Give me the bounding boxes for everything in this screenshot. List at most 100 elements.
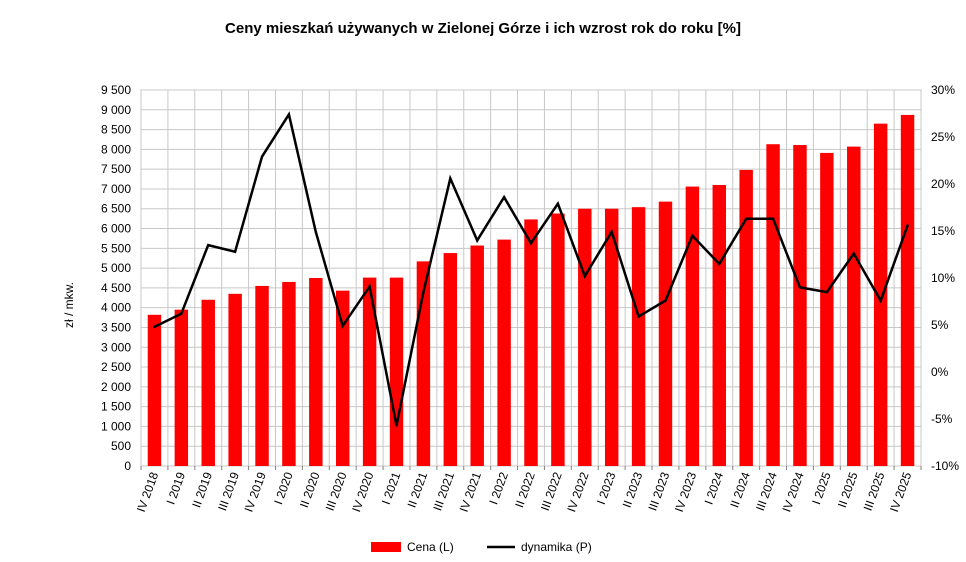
y2-tick-label: 5% xyxy=(931,318,949,332)
x-tick-label: I 2023 xyxy=(594,470,619,506)
bar xyxy=(389,277,404,466)
x-tick-label: II 2025 xyxy=(835,470,861,510)
bar xyxy=(282,281,296,466)
y-tick-label: 8 000 xyxy=(101,142,131,156)
x-tick-label: I 2020 xyxy=(271,470,296,506)
x-tick-label: IV 2025 xyxy=(887,470,914,514)
line-point xyxy=(476,239,479,242)
line-point xyxy=(260,155,264,158)
bar xyxy=(793,145,807,466)
line-point xyxy=(664,299,667,302)
bar xyxy=(228,293,242,466)
x-tick-label: III 2019 xyxy=(215,470,242,513)
legend-swatch-bar xyxy=(371,542,401,552)
x-tick-label: I 2025 xyxy=(809,470,834,506)
line-point xyxy=(852,252,855,255)
x-tick-label: II 2020 xyxy=(297,470,323,510)
y-tick-label: 9 500 xyxy=(101,83,131,97)
line-point xyxy=(556,202,560,205)
x-tick-label: IV 2021 xyxy=(457,470,484,514)
x-tick-label: I 2021 xyxy=(379,470,404,506)
line-point xyxy=(771,217,775,220)
bar xyxy=(604,208,619,466)
y2-tick-label: 20% xyxy=(931,177,955,191)
x-tick-label: III 2023 xyxy=(645,470,672,513)
line-point xyxy=(825,290,829,294)
y2-tick-label: -5% xyxy=(931,412,953,426)
x-tick-label: II 2023 xyxy=(620,470,646,510)
x-tick-label: I 2019 xyxy=(164,470,189,506)
line-point xyxy=(233,250,237,253)
bar xyxy=(362,277,377,466)
y-tick-label: 0 xyxy=(124,459,131,473)
bar xyxy=(658,201,673,467)
y2-tick-label: 25% xyxy=(931,130,955,144)
bar xyxy=(255,285,269,466)
line-point xyxy=(449,177,452,180)
y-tick-label: 4 000 xyxy=(101,301,131,315)
x-tick-label: III 2020 xyxy=(323,470,350,513)
bar xyxy=(739,169,753,467)
bar xyxy=(497,239,511,466)
x-tick-label: IV 2024 xyxy=(779,470,806,514)
x-tick-label: III 2022 xyxy=(538,470,565,513)
y-tick-label: 500 xyxy=(111,439,131,453)
x-tick-label: IV 2023 xyxy=(672,470,699,514)
line-point xyxy=(529,242,533,245)
line-point xyxy=(287,113,291,116)
y-tick-label: 7 500 xyxy=(101,162,131,176)
line-point xyxy=(341,324,344,328)
y-tick-label: 9 000 xyxy=(101,103,131,117)
x-tick-label: II 2019 xyxy=(189,470,215,510)
bar xyxy=(174,309,189,466)
line-point xyxy=(906,224,909,227)
x-tick-label: IV 2022 xyxy=(564,470,591,514)
bar xyxy=(766,144,780,467)
y2-tick-label: 30% xyxy=(931,83,955,97)
y2-tick-label: 0% xyxy=(931,365,949,379)
y-tick-label: 7 000 xyxy=(101,182,131,196)
bar xyxy=(873,123,888,467)
bar xyxy=(551,213,565,466)
bar xyxy=(309,278,323,466)
line-point xyxy=(718,262,721,266)
x-tick-label: I 2024 xyxy=(702,470,727,506)
x-tick-label: II 2021 xyxy=(405,470,431,510)
legend-label-line: dynamika (P) xyxy=(521,540,592,554)
line-point xyxy=(180,312,183,315)
y-tick-label: 8 500 xyxy=(101,123,131,137)
y2-tick-label: 15% xyxy=(931,224,955,238)
y-axis-label: zł / mkw. xyxy=(62,282,76,328)
line-point xyxy=(395,424,398,427)
bar xyxy=(147,314,162,466)
y-tick-label: 6 000 xyxy=(101,222,131,236)
y2-tick-label: -10% xyxy=(931,459,959,473)
bar xyxy=(685,186,700,466)
y-tick-label: 3 500 xyxy=(101,320,131,334)
bar xyxy=(820,152,834,466)
bar xyxy=(900,114,915,466)
line-point xyxy=(879,299,882,302)
x-tick-label: III 2025 xyxy=(861,470,888,513)
line-point xyxy=(207,243,210,247)
x-tick-label: IV 2019 xyxy=(242,470,269,514)
x-tick-label: I 2022 xyxy=(486,470,511,506)
bar xyxy=(631,207,646,466)
line-point xyxy=(744,217,748,220)
chart-title: Ceny mieszkań używanych w Zielonej Górze… xyxy=(225,20,741,37)
bar xyxy=(470,245,484,466)
line-point xyxy=(314,230,318,234)
bar xyxy=(847,146,861,466)
y-tick-label: 5 500 xyxy=(101,241,131,255)
y-tick-label: 2 500 xyxy=(101,360,131,374)
line-point xyxy=(691,234,694,237)
y-tick-label: 1 000 xyxy=(101,419,131,433)
line-point xyxy=(153,325,156,329)
bar xyxy=(443,253,458,466)
line-point xyxy=(368,285,371,288)
x-tick-label: IV 2018 xyxy=(134,470,161,514)
x-tick-label: II 2024 xyxy=(727,470,753,510)
y2-tick-label: 10% xyxy=(931,271,955,285)
